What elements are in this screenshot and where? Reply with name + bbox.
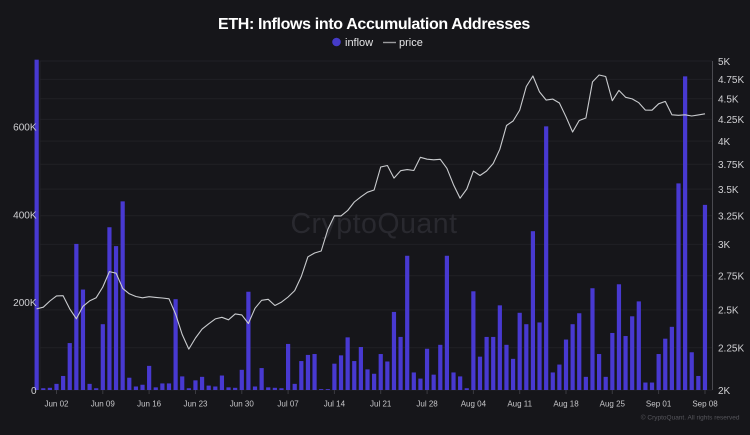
svg-text:CryptoQuant: CryptoQuant <box>290 208 457 240</box>
svg-text:2.5K: 2.5K <box>718 306 739 317</box>
svg-text:Jun 09: Jun 09 <box>91 400 116 409</box>
svg-text:Jul 21: Jul 21 <box>370 400 392 409</box>
svg-text:Aug 18: Aug 18 <box>553 400 579 409</box>
svg-text:200K: 200K <box>13 298 37 309</box>
svg-text:2.25K: 2.25K <box>718 344 744 355</box>
svg-text:3.75K: 3.75K <box>718 160 744 171</box>
svg-text:Sep 01: Sep 01 <box>646 400 672 409</box>
svg-text:2K: 2K <box>718 386 731 397</box>
svg-text:Jul 28: Jul 28 <box>416 400 438 409</box>
svg-text:3.5K: 3.5K <box>718 185 739 196</box>
svg-text:Jun 30: Jun 30 <box>230 400 255 409</box>
svg-text:Jun 16: Jun 16 <box>137 400 162 409</box>
svg-text:Jun 23: Jun 23 <box>183 400 208 409</box>
svg-text:ETH: Inflows into Accumulation: ETH: Inflows into Accumulation Addresses <box>218 16 530 33</box>
svg-text:4K: 4K <box>718 137 731 148</box>
svg-text:Aug 11: Aug 11 <box>507 400 532 409</box>
svg-text:inflow: inflow <box>345 37 373 49</box>
svg-text:Jul 14: Jul 14 <box>324 400 346 409</box>
svg-text:price: price <box>399 37 423 49</box>
svg-text:5K: 5K <box>718 57 731 68</box>
svg-text:600K: 600K <box>13 123 37 134</box>
svg-text:© CryptoQuant. All rights rese: © CryptoQuant. All rights reserved <box>641 414 740 422</box>
svg-text:400K: 400K <box>13 210 37 221</box>
svg-text:Jul 07: Jul 07 <box>277 400 299 409</box>
svg-text:Jun 02: Jun 02 <box>44 400 69 409</box>
svg-text:2.75K: 2.75K <box>718 272 744 283</box>
svg-text:4.25K: 4.25K <box>718 115 744 126</box>
svg-text:4.75K: 4.75K <box>718 75 744 86</box>
svg-text:Aug 04: Aug 04 <box>461 400 487 409</box>
svg-text:Aug 25: Aug 25 <box>600 400 626 409</box>
svg-text:0: 0 <box>31 386 37 397</box>
svg-text:3K: 3K <box>718 240 731 251</box>
svg-text:3.25K: 3.25K <box>718 212 744 223</box>
svg-text:4.5K: 4.5K <box>718 95 739 106</box>
svg-text:Sep 08: Sep 08 <box>692 400 718 409</box>
